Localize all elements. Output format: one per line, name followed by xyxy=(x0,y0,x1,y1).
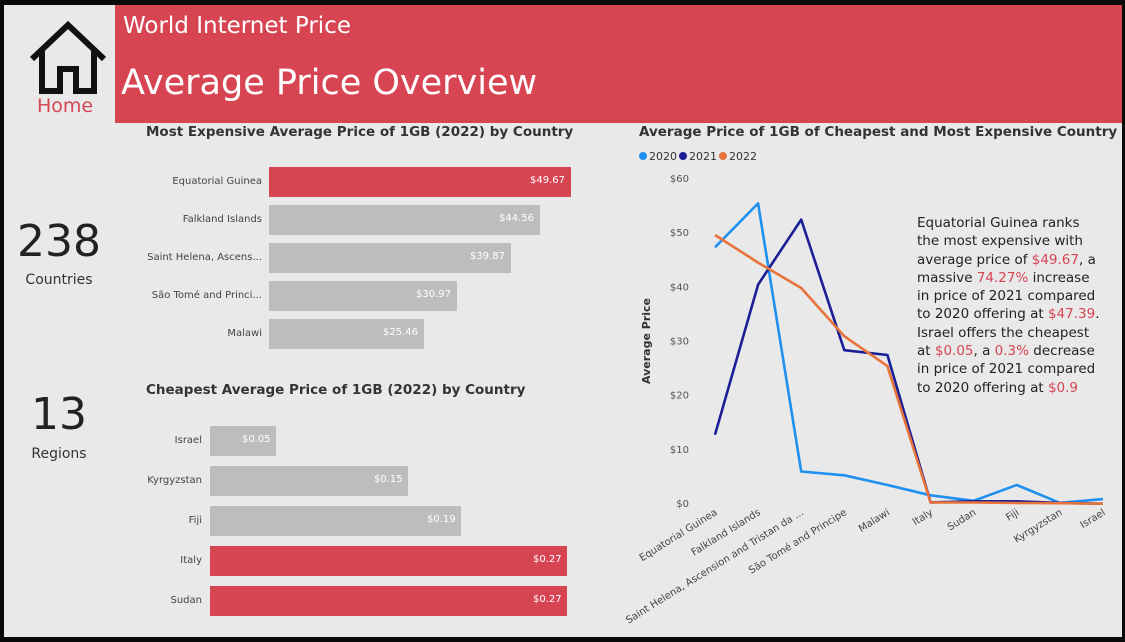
legend-label: 2021 xyxy=(689,150,717,163)
expensive-value-label: $44.56 xyxy=(499,213,534,224)
insight-highlight: $47.39 xyxy=(1047,306,1096,323)
insight-text-part: increase in price of 2021 compared to 20… xyxy=(917,269,1096,323)
insight-text: Equatorial Guinea ranks the most expensi… xyxy=(917,214,1102,397)
expensive-bar[interactable] xyxy=(269,281,457,311)
legend-marker xyxy=(719,152,727,160)
y-tick-label: $0 xyxy=(676,499,689,510)
series-line-2022[interactable] xyxy=(714,233,1104,505)
home-icon xyxy=(29,20,107,94)
insight-text-part: . xyxy=(1095,306,1100,323)
legend-marker xyxy=(679,152,687,160)
x-tick-label: Malawi xyxy=(857,507,892,535)
y-tick-label: $20 xyxy=(670,391,689,402)
expensive-category-label: Equatorial Guinea xyxy=(172,176,262,187)
cheapest-bar[interactable] xyxy=(210,426,276,456)
expensive-bar[interactable] xyxy=(269,319,424,349)
expensive-value-label: $30.97 xyxy=(416,289,451,300)
cheapest-category-label: Kyrgyzstan xyxy=(147,475,202,486)
x-tick-label: Equatorial Guinea xyxy=(638,507,720,564)
expensive-value-label: $39.87 xyxy=(470,251,505,262)
countries-label: Countries xyxy=(25,272,93,288)
insight-highlight: $0.9 xyxy=(1047,379,1078,396)
insight-text-part: Equatorial Guinea ranks the most expensi… xyxy=(917,215,1083,268)
legend-item-2020[interactable]: 2020 xyxy=(639,150,677,163)
home-button[interactable]: Home xyxy=(12,10,110,120)
y-tick-label: $30 xyxy=(670,337,689,348)
line-chart: $0 $10 $20 $30 $40 $50 $60 Average Price Equator… xyxy=(624,174,1108,626)
expensive-category-label: Saint Helena, Ascens... xyxy=(147,252,262,263)
expensive-bar[interactable] xyxy=(269,167,571,197)
cheapest-bar[interactable] xyxy=(210,506,461,536)
cheapest-category-label: Sudan xyxy=(170,595,203,606)
y-tick-label: $60 xyxy=(670,174,689,185)
insight-text-part: , a massive xyxy=(917,251,1096,286)
legend-item-2022[interactable]: 2022 xyxy=(719,150,757,163)
expensive-chart-title: Most Expensive Average Price of 1GB (202… xyxy=(146,124,574,140)
insight-highlight: 74.27% xyxy=(976,269,1029,286)
x-tick-label: Saint Helena, Ascension and Tristan da .… xyxy=(624,507,806,626)
expensive-bar[interactable] xyxy=(269,205,540,235)
cheapest-chart-title: Cheapest Average Price of 1GB (2022) by … xyxy=(146,382,526,398)
regions-count: 13 xyxy=(31,389,87,440)
header-banner: World Internet Price Average Price Overv… xyxy=(115,5,1122,123)
line-legend: 2020 2021 2022 xyxy=(639,150,759,163)
insight-highlight: $0.05 xyxy=(934,343,974,360)
x-tick-label: Sudan xyxy=(946,507,979,533)
cheapest-bar[interactable] xyxy=(210,586,567,616)
cheapest-category-label: Israel xyxy=(174,435,202,446)
y-axis-title: Average Price xyxy=(640,298,653,384)
expensive-value-label: $25.46 xyxy=(383,327,418,338)
expensive-category-label: Malawi xyxy=(227,328,262,339)
legend-marker xyxy=(639,152,647,160)
countries-count: 238 xyxy=(17,216,101,267)
legend-label: 2020 xyxy=(649,150,677,163)
expensive-bar[interactable] xyxy=(269,243,511,273)
x-tick-label: Italy xyxy=(911,507,935,528)
report-canvas: World Internet Price Average Price Overv… xyxy=(4,5,1122,637)
regions-label: Regions xyxy=(31,446,87,462)
y-tick-label: $10 xyxy=(670,445,689,456)
cheapest-value-label: $0.15 xyxy=(374,474,403,485)
page-title: Average Price Overview xyxy=(121,63,538,103)
y-tick-label: $50 xyxy=(670,228,689,239)
legend-item-2021[interactable]: 2021 xyxy=(679,150,717,163)
cheapest-category-label: Italy xyxy=(180,555,202,566)
cheapest-value-label: $0.05 xyxy=(242,434,271,445)
legend-label: 2022 xyxy=(729,150,757,163)
expensive-category-label: São Tomé and Princi... xyxy=(151,290,262,301)
insight-text-part: decrease in price of 2021 compared to 20… xyxy=(917,343,1096,396)
line-chart-title: Average Price of 1GB of Cheapest and Mos… xyxy=(639,124,1122,140)
y-tick-label: $40 xyxy=(670,282,689,293)
insight-text-part: Israel offers the cheapest at xyxy=(917,324,1090,360)
x-tick-label: Kyrgyzstan xyxy=(1012,507,1064,545)
cheapest-value-label: $0.19 xyxy=(427,514,456,525)
x-tick-label: Fiji xyxy=(1004,507,1021,523)
home-label: Home xyxy=(36,95,94,117)
expensive-value-label: $49.67 xyxy=(530,175,565,186)
cheapest-value-label: $0.27 xyxy=(533,554,562,565)
x-tick-label: Israel xyxy=(1079,507,1108,531)
expensive-category-label: Falkland Islands xyxy=(182,214,262,225)
cheapest-category-label: Fiji xyxy=(188,515,202,526)
cheapest-value-label: $0.27 xyxy=(533,594,562,605)
cheapest-bar[interactable] xyxy=(210,546,567,576)
series-line-2020[interactable] xyxy=(714,202,1104,505)
report-subtitle: World Internet Price xyxy=(123,13,351,39)
insight-text-part: , a xyxy=(973,343,995,360)
cheapest-bar[interactable] xyxy=(210,466,408,496)
insight-highlight: 0.3% xyxy=(994,343,1029,360)
insight-highlight: $49.67 xyxy=(1031,251,1079,268)
